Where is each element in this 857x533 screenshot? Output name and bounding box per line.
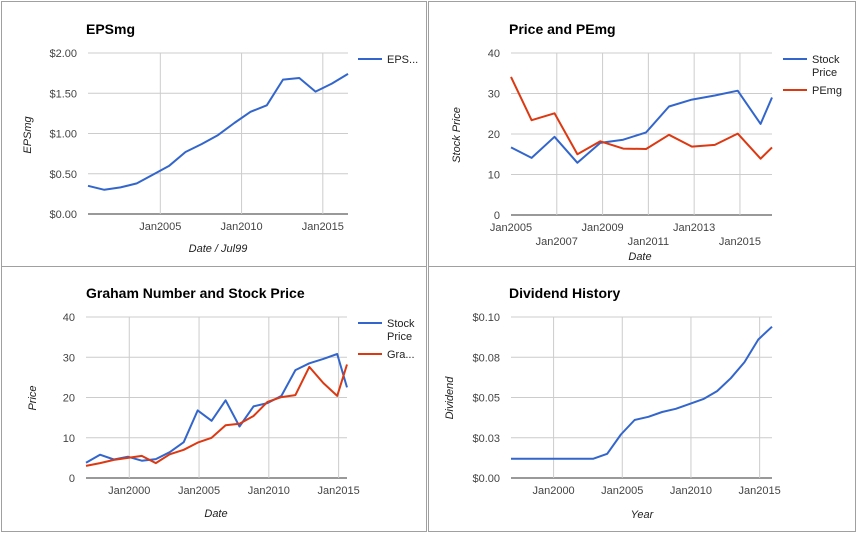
y-tick-label: 10 bbox=[488, 170, 500, 182]
x-axis-label: Date bbox=[628, 251, 651, 263]
chart-title: Dividend History bbox=[509, 285, 620, 301]
series-line-1 bbox=[511, 325, 773, 460]
y-tick-label: 40 bbox=[63, 312, 75, 324]
chart-title: EPSmg bbox=[86, 21, 135, 37]
y-tick-label: $0.00 bbox=[472, 473, 500, 485]
eps-plot-area: $0.00 $0.50 $1.00 $1.50 $2.00 Jan2005 Jan2010 J… bbox=[49, 48, 418, 233]
chart-title: Price and PEmg bbox=[509, 21, 616, 37]
y-tick-label: $1.50 bbox=[49, 88, 77, 100]
y-tick-label: $0.10 bbox=[472, 312, 500, 324]
x-tick-label: Jan2015 bbox=[318, 485, 360, 497]
dividend-plot-area: $0.00 $0.03 $0.05 $0.08 $0.10 Jan2000 Jan2005 J… bbox=[472, 312, 780, 497]
series-line-2 bbox=[85, 364, 348, 467]
x-tick-label: Jan2015 bbox=[739, 485, 781, 497]
eps-chart: EPSmg $0.00 $0.50 $1.00 $1.50 $2.00 Jan2005 Ja… bbox=[22, 21, 418, 255]
y-tick-label: $0.03 bbox=[472, 433, 500, 445]
y-tick-label: 20 bbox=[488, 129, 500, 141]
x-tick-label: Jan2005 bbox=[178, 485, 220, 497]
eps-chart-panel: EPSmg $0.00 $0.50 $1.00 $1.50 $2.00 Jan2005 Ja… bbox=[1, 1, 427, 267]
y-tick-label: 0 bbox=[69, 473, 75, 485]
x-axis-label: Year bbox=[631, 509, 655, 521]
y-axis-label: Dividend bbox=[444, 376, 456, 420]
y-tick-label: 0 bbox=[494, 210, 500, 222]
graham-plot-area: 0 10 20 30 40 Jan2000 Jan2005 Jan2010 Jan2015 Sto… bbox=[63, 312, 415, 497]
y-tick-label: 20 bbox=[63, 393, 75, 405]
series-line-1 bbox=[87, 73, 349, 191]
y-tick-label: $1.00 bbox=[49, 129, 77, 141]
x-axis-label: Date bbox=[204, 508, 227, 520]
x-axis-label: Date / Jul99 bbox=[189, 243, 248, 255]
x-tick-label: Jan2000 bbox=[108, 485, 150, 497]
x-tick-label: Jan2005 bbox=[601, 485, 643, 497]
legend-label: PEmg bbox=[812, 85, 842, 97]
price-pe-chart: Price and PEmg 010203040Jan2005Jan2007Ja… bbox=[451, 21, 842, 263]
x-tick-label: Jan2005 bbox=[139, 221, 181, 233]
x-tick-label: Jan2013 bbox=[673, 222, 715, 234]
price-pe-chart-panel: Price and PEmg 0 10 20 30 40 Jan2005 Jan2007 Ja… bbox=[428, 1, 856, 267]
y-tick-label: 30 bbox=[63, 352, 75, 364]
series-line-1 bbox=[510, 89, 773, 164]
graham-chart: Graham Number and Stock Price 0 10 20 30 40 J… bbox=[27, 285, 415, 520]
dividend-chart-panel: Dividend History $0.00 $0.03 $0.05 $0.08 $0.… bbox=[428, 266, 856, 532]
y-tick-label: $0.00 bbox=[49, 209, 77, 221]
legend-label: Stock Price bbox=[387, 318, 415, 343]
x-tick-label: Jan2010 bbox=[220, 221, 262, 233]
chart-title: Graham Number and Stock Price bbox=[86, 285, 305, 301]
legend-label: EPS... bbox=[387, 54, 418, 66]
x-tick-label: Jan2000 bbox=[532, 485, 574, 497]
dividend-chart: Dividend History $0.00$0.03$0.05$0.08$0.… bbox=[444, 285, 781, 521]
legend-label: Stock Price bbox=[812, 54, 840, 79]
y-axis-label: Price bbox=[27, 385, 39, 410]
y-tick-label: 10 bbox=[63, 433, 75, 445]
x-tick-label: Jan2010 bbox=[670, 485, 712, 497]
x-tick-label: Jan2007 bbox=[536, 236, 578, 248]
y-tick-label: $0.50 bbox=[49, 169, 77, 181]
x-tick-label: Jan2005 bbox=[490, 222, 532, 234]
y-tick-label: 30 bbox=[488, 89, 500, 101]
y-axis-label: Stock Price bbox=[451, 107, 463, 163]
y-tick-label: $2.00 bbox=[49, 48, 77, 60]
x-tick-label: Jan2015 bbox=[719, 236, 761, 248]
y-tick-label: 40 bbox=[488, 48, 500, 60]
x-tick-label: Jan2015 bbox=[302, 221, 344, 233]
x-tick-label: Jan2011 bbox=[628, 236, 669, 248]
series-line-2 bbox=[510, 76, 773, 160]
x-tick-label: Jan2010 bbox=[248, 485, 290, 497]
graham-chart-panel: Graham Number and Stock Price 0 10 20 30 40 J… bbox=[1, 266, 427, 532]
y-axis-label: EPSmg bbox=[22, 115, 34, 153]
y-tick-label: $0.05 bbox=[472, 393, 500, 405]
legend-label: Gra... bbox=[387, 349, 415, 361]
x-tick-label: Jan2009 bbox=[581, 222, 623, 234]
y-tick-label: $0.08 bbox=[472, 352, 500, 364]
